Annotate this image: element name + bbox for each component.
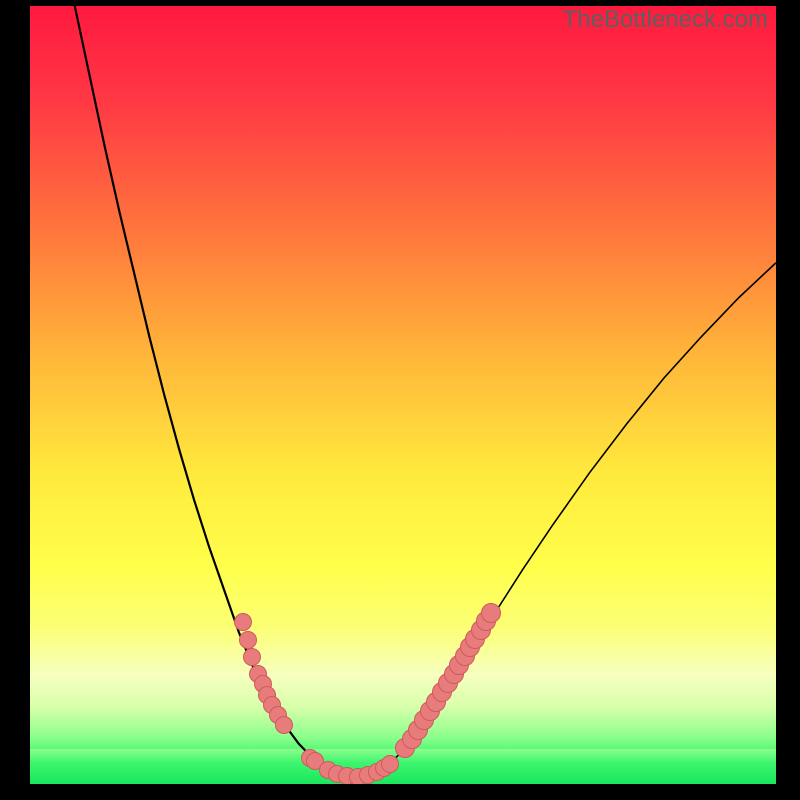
scatter-point	[275, 716, 293, 734]
chart-frame: TheBottleneck.com	[0, 0, 800, 800]
scatter-point	[239, 631, 257, 649]
marker-layer	[30, 6, 776, 784]
scatter-point	[243, 648, 261, 666]
watermark-text: TheBottleneck.com	[563, 6, 768, 34]
plot-area	[30, 6, 776, 784]
scatter-point	[381, 755, 399, 773]
scatter-point	[481, 603, 501, 623]
scatter-point	[234, 613, 252, 631]
